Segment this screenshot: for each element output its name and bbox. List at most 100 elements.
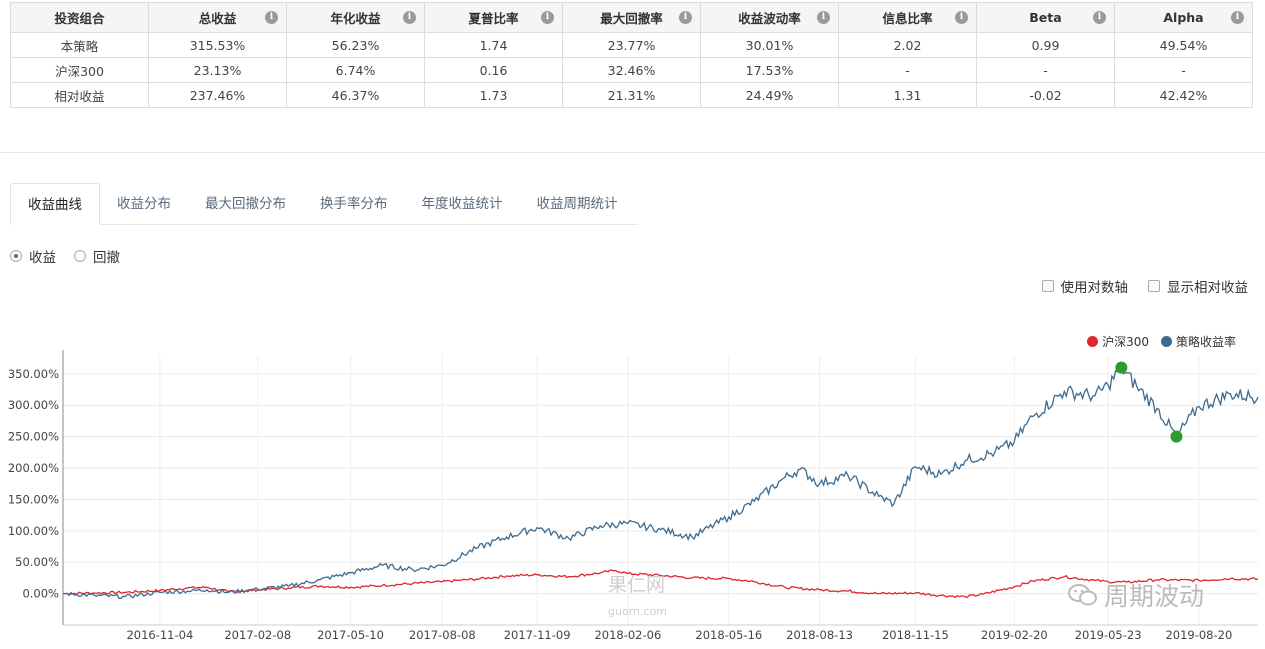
radio-button-returns[interactable] (10, 250, 22, 262)
tab-return-curve[interactable]: 收益曲线 (10, 183, 100, 225)
radio-drawdown[interactable]: 回撤 (74, 246, 120, 266)
table-cell: 46.37% (286, 82, 425, 108)
table-cell: 17.53% (700, 57, 839, 83)
site-url-watermark: guorn.com (608, 605, 667, 618)
log-axis-label: 使用对数轴 (1060, 280, 1129, 296)
strategy-series-line (62, 362, 1259, 600)
col-header-beta: Beta i (976, 2, 1115, 33)
info-icon[interactable]: i (817, 11, 830, 24)
relative-return-label: 显示相对收益 (1167, 280, 1248, 296)
x-tick-label: 2017-02-08 (224, 628, 291, 642)
table-cell: 315.53% (148, 32, 287, 58)
table-cell: 沪深300 (10, 57, 149, 83)
return-line-chart: 0.00% 50.00% 100.00% 150.00% 200.00% 250.00% 3… (8, 350, 1259, 642)
x-tick-label: 2017-08-08 (409, 628, 476, 642)
table-row: 本策略 315.53% 56.23% 1.74 23.77% 30.01% 2.… (10, 32, 1253, 58)
radio-label-drawdown: 回撤 (93, 250, 120, 266)
y-tick-label: 200.00% (8, 461, 59, 475)
col-header-sharpe: 夏普比率 i (424, 2, 563, 33)
col-header-volatility: 收益波动率 i (700, 2, 839, 33)
info-icon[interactable]: i (1093, 11, 1106, 24)
drawdown-marker (1170, 430, 1183, 443)
y-tick-label: 100.00% (8, 524, 59, 538)
chart-tabs: 收益曲线 收益分布 最大回撤分布 换手率分布 年度收益统计 收益周期统计 (10, 183, 635, 225)
table-cell: - (976, 57, 1115, 83)
info-icon[interactable]: i (1231, 11, 1244, 24)
relative-return-option[interactable]: 显示相对收益 (1148, 276, 1248, 296)
tab-return-cycle-stats[interactable]: 收益周期统计 (536, 196, 618, 212)
col-header-annual-return: 年化收益 i (286, 2, 425, 33)
table-row: 沪深300 23.13% 6.74% 0.16 32.46% 17.53% - … (10, 57, 1253, 83)
table-cell: 32.46% (562, 57, 701, 83)
table-cell: 24.49% (700, 82, 839, 108)
col-header-max-drawdown: 最大回撤率 i (562, 2, 701, 33)
x-tick-label: 2018-02-06 (594, 628, 661, 642)
log-axis-checkbox[interactable] (1041, 280, 1054, 292)
legend-item-csi300[interactable]: 沪深300 (1087, 333, 1149, 350)
y-tick-label: 350.00% (8, 367, 59, 381)
tab-turnover-distribution[interactable]: 换手率分布 (320, 196, 388, 212)
info-icon[interactable]: i (679, 11, 692, 24)
table-cell: 6.74% (286, 57, 425, 83)
table-cell: 23.77% (562, 32, 701, 58)
col-header-total-return: 总收益 i (148, 2, 287, 33)
table-cell: - (838, 57, 977, 83)
table-cell: 56.23% (286, 32, 425, 58)
wechat-icon (1068, 584, 1097, 606)
table-row: 相对收益 237.46% 46.37% 1.73 21.31% 24.49% 1… (10, 82, 1253, 108)
y-tick-label: 250.00% (8, 430, 59, 444)
tab-return-distribution[interactable]: 收益分布 (117, 196, 171, 212)
y-tick-label: 0.00% (22, 587, 59, 601)
x-tick-label: 2017-05-10 (317, 628, 384, 642)
col-header-info-ratio: 信息比率 i (838, 2, 977, 33)
x-tick-label: 2018-08-13 (786, 628, 853, 642)
metrics-header-row: 投资组合 总收益 i 年化收益 i 夏普比率 i 最大回撤率 i 收益波动率 i 信息比率… (10, 2, 1253, 33)
info-icon[interactable]: i (955, 11, 968, 24)
log-axis-option[interactable]: 使用对数轴 (1041, 276, 1129, 296)
y-tick-label: 150.00% (8, 492, 59, 506)
x-tick-label: 2017-11-09 (504, 628, 571, 642)
table-cell: 1.74 (424, 32, 563, 58)
x-tick-label: 2019-08-20 (1165, 628, 1232, 642)
x-tick-label: 2016-11-04 (126, 628, 193, 642)
col-header-portfolio: 投资组合 (10, 2, 149, 33)
legend-dot-csi300 (1087, 336, 1099, 347)
radio-returns[interactable]: 收益 (10, 246, 56, 266)
relative-return-checkbox[interactable] (1148, 280, 1160, 292)
brand-watermark: 周期波动 (1068, 577, 1204, 613)
table-cell: 21.31% (562, 82, 701, 108)
info-icon[interactable]: i (403, 11, 416, 24)
metrics-table: 投资组合 总收益 i 年化收益 i 夏普比率 i 最大回撤率 i 收益波动率 i 信息比率… (10, 2, 1253, 108)
table-cell: 0.16 (424, 57, 563, 83)
table-cell: 1.73 (424, 82, 563, 108)
brand-watermark-text: 周期波动 (1104, 582, 1205, 611)
table-cell: 2.02 (838, 32, 977, 58)
tab-max-drawdown-distribution[interactable]: 最大回撤分布 (205, 196, 286, 212)
table-cell: 0.99 (976, 32, 1115, 58)
info-icon[interactable]: i (265, 11, 278, 24)
x-tick-label: 2018-11-15 (882, 628, 949, 642)
tabs-baseline (98, 224, 638, 225)
site-watermark: 果仁网 (608, 574, 666, 596)
table-cell: 本策略 (10, 32, 149, 58)
chart-legend: 沪深300 策略收益率 (1087, 333, 1236, 350)
drawdown-marker (1115, 361, 1128, 374)
table-cell: -0.02 (976, 82, 1115, 108)
table-cell: 30.01% (700, 32, 839, 58)
col-header-alpha: Alpha i (1114, 2, 1253, 33)
legend-dot-strategy (1160, 336, 1172, 347)
table-cell: 237.46% (148, 82, 287, 108)
radio-button-drawdown[interactable] (74, 250, 86, 262)
y-tick-label: 300.00% (8, 398, 59, 412)
info-icon[interactable]: i (541, 11, 554, 24)
x-tick-label: 2019-05-23 (1075, 628, 1142, 642)
tab-annual-return-stats[interactable]: 年度收益统计 (421, 196, 503, 212)
x-tick-label: 2018-05-16 (695, 628, 762, 642)
table-cell: - (1114, 57, 1253, 83)
table-cell: 23.13% (148, 57, 287, 83)
legend-item-strategy[interactable]: 策略收益率 (1160, 333, 1236, 350)
table-cell: 1.31 (838, 82, 977, 108)
section-divider (0, 152, 1265, 153)
table-cell: 49.54% (1114, 32, 1253, 58)
radio-label-returns: 收益 (29, 250, 56, 266)
